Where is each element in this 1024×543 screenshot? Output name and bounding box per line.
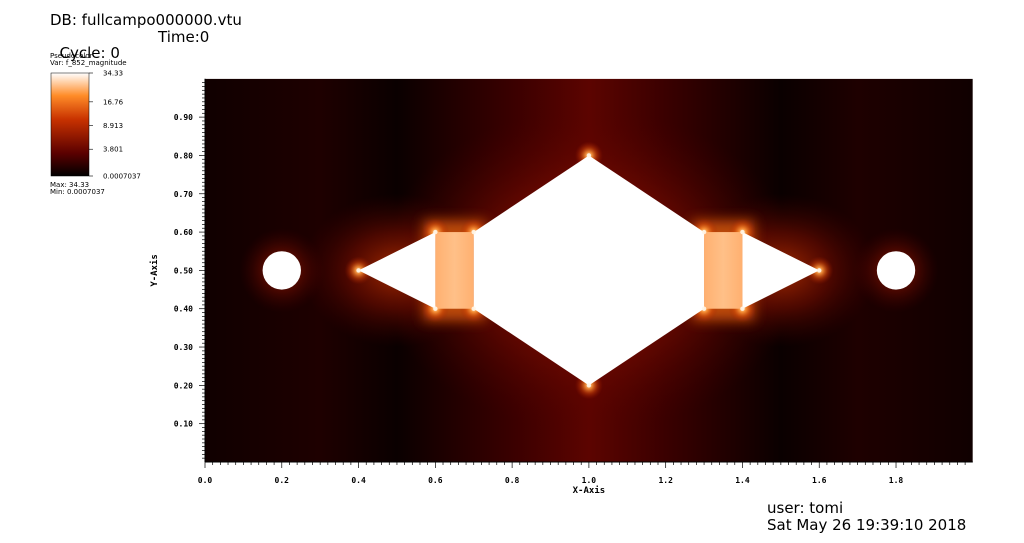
legend-colorbar: 34.33 16.76 8.913 3.801 0.0007037 — [50, 70, 141, 181]
hotspot-core — [433, 306, 438, 311]
time-label: Time:0 — [158, 28, 210, 46]
hotspot-core — [740, 306, 745, 311]
y-tick-label: 0.30 — [174, 343, 193, 352]
circle-obstacle — [262, 251, 301, 290]
x-tick-label: 0.0 — [198, 476, 213, 485]
cycle-time-label: Cycle: 0 Time:0 — [50, 29, 210, 77]
legend-var: Var: f_852_magnitude — [50, 59, 127, 67]
y-tick-label: 0.80 — [174, 151, 193, 160]
date-label: Sat May 26 19:39:10 2018 — [767, 516, 967, 534]
hotspot-core — [471, 306, 476, 311]
colorbar-rect — [50, 72, 90, 177]
x-tick-label: 1.2 — [658, 476, 673, 485]
x-tick-label: 1.8 — [889, 476, 904, 485]
cycle-label: Cycle: 0 — [59, 44, 120, 62]
y-axis-title: Y-Axis — [149, 254, 160, 287]
field-band — [435, 232, 474, 309]
left-triangle-obstacle — [358, 232, 436, 309]
legend-tick-label: 3.801 — [103, 146, 123, 154]
db-label: DB: fullcampo000000.vtu — [50, 11, 242, 29]
hotspot-core — [701, 229, 707, 235]
x-tick-label: 0.2 — [275, 476, 290, 485]
legend-max: Max: 34.33 — [50, 181, 90, 189]
field-band — [704, 232, 743, 309]
y-tick-label: 0.10 — [174, 420, 193, 429]
x-tick-label: 1.6 — [812, 476, 827, 485]
x-tick-label: 1.4 — [735, 476, 750, 485]
y-tick-label: 0.50 — [174, 266, 193, 275]
hotspot-core — [586, 153, 592, 158]
legend-tick-label: 16.76 — [103, 98, 124, 106]
hotspot-core — [471, 229, 476, 235]
x-tick-label: 0.8 — [505, 476, 520, 485]
user-label: user: tomi — [767, 499, 844, 517]
hotspot-core — [701, 306, 707, 311]
circle-obstacle — [876, 251, 916, 290]
y-tick-label: 0.20 — [174, 381, 193, 390]
hotspot-core — [356, 268, 361, 273]
y-tick-label: 0.40 — [174, 305, 193, 314]
hotspot-core — [817, 268, 822, 273]
right-triangle-obstacle — [742, 232, 820, 309]
hotspot-core — [586, 383, 592, 388]
legend-tick-label: 8.913 — [103, 122, 123, 130]
hotspot-core — [433, 229, 438, 235]
x-tick-label: 0.6 — [428, 476, 443, 485]
diamond-obstacle — [473, 155, 705, 386]
legend-min: Min: 0.0007037 — [50, 188, 105, 196]
x-tick-label: 0.4 — [351, 476, 366, 485]
hotspot-core — [740, 229, 745, 235]
legend-tick-label: 0.0007037 — [103, 173, 141, 181]
y-tick-label: 0.90 — [174, 113, 193, 122]
x-tick-label: 1.0 — [582, 476, 597, 485]
y-tick-label: 0.60 — [174, 228, 193, 237]
legend-title: Pseudocolor — [50, 52, 93, 60]
legend-tick-label: 34.33 — [103, 70, 123, 78]
y-tick-label: 0.70 — [174, 190, 193, 199]
x-axis-title: X-Axis — [573, 485, 606, 496]
